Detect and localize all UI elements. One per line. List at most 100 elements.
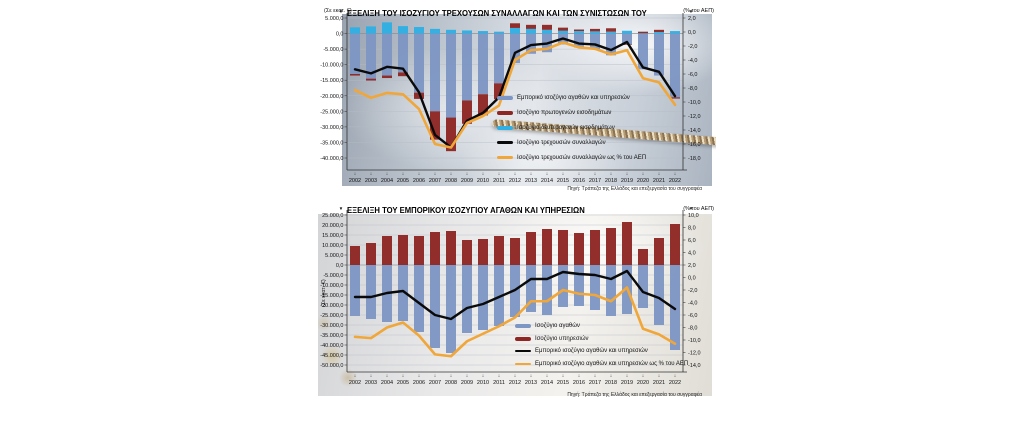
right-axis-tick-label: -14,0: [688, 363, 701, 369]
legend-label: Ισοζύγιο τρεχουσών συναλλαγών: [517, 139, 606, 146]
bar-segment: [622, 44, 632, 45]
year-label: 2013: [525, 178, 537, 184]
bar-segment: [590, 265, 600, 310]
year-tick-icon: ↓: [354, 373, 357, 379]
bar-segment: [494, 236, 504, 265]
bar-segment: [462, 240, 472, 265]
bar-segment: [574, 33, 584, 48]
line-series: [353, 41, 677, 149]
bar-segment: [366, 243, 376, 265]
bar-segment: [622, 30, 632, 34]
year-tick-icon: ↓: [626, 373, 629, 379]
bar-segment: [350, 27, 360, 34]
year-tick-icon: ↓: [434, 373, 437, 379]
line-series: [353, 286, 677, 358]
bar-segment: [398, 33, 408, 73]
bar-segment: [542, 24, 552, 30]
bar-segment: [494, 33, 504, 84]
year-label: 2013: [525, 380, 537, 386]
left-axis-tick-label: -45.000,0: [320, 353, 343, 359]
bar-segment: [430, 232, 440, 265]
left-axis-tick-label: -30.000,0: [320, 323, 343, 329]
year-tick-icon: ↓: [370, 373, 373, 379]
year-tick-icon: ↓: [482, 171, 485, 177]
bar-segment: [382, 75, 392, 79]
bar-segment: [398, 72, 408, 77]
legend-swatch-bar: [515, 324, 531, 329]
right-axis-tick-label: -6,0: [688, 313, 697, 319]
bar-segment: [462, 100, 472, 124]
legend-swatch-line: [497, 141, 513, 144]
year-tick-icon: ↓: [386, 373, 389, 379]
bar-segment: [414, 236, 424, 265]
year-tick-icon: ↓: [434, 171, 437, 177]
bar-segment: [446, 117, 456, 152]
bar-segment: [446, 29, 456, 34]
right-axis-tick-label: -2,0: [688, 44, 697, 50]
year-label: 2014: [541, 380, 553, 386]
bar-segment: [430, 33, 440, 112]
year-label: 2016: [573, 178, 585, 184]
right-axis-tick-label: 10,0: [688, 213, 699, 219]
bar-segment: [398, 26, 408, 34]
year-label: 2018: [605, 380, 617, 386]
legend-label: Ισοζύγιο αγαθών: [535, 323, 580, 330]
right-axis-unit: (% του ΑΕΠ): [683, 8, 714, 14]
source-note: Πηγή: Τράπεζα της Ελλάδος και επεξεργασί…: [567, 392, 702, 398]
bar-segment: [622, 222, 632, 265]
year-label: 2008: [445, 380, 457, 386]
bar-segment: [430, 265, 440, 348]
year-tick-icon: ↓: [498, 373, 501, 379]
right-axis-tick-label: -2,0: [688, 288, 697, 294]
year-label: 2021: [653, 178, 665, 184]
year-tick-icon: ↓: [578, 171, 581, 177]
bar-segment: [446, 231, 456, 265]
bar-segment: [606, 28, 616, 32]
bar-segment: [446, 33, 456, 118]
bar-segment: [606, 31, 616, 34]
line-series: [353, 37, 677, 149]
year-tick-icon: ↓: [514, 373, 517, 379]
left-axis-tick-label: -40.000,0: [320, 156, 343, 162]
legend-swatch-bar: [515, 336, 531, 341]
right-axis-tick-label: -12,0: [688, 351, 701, 357]
right-axis-tick-label: 2,0: [688, 16, 696, 22]
bar-segment: [414, 265, 424, 332]
year-tick-icon: ↓: [658, 171, 661, 177]
year-label: 2018: [605, 178, 617, 184]
left-axis-tick-label: -20.000,0: [320, 94, 343, 100]
bar-segment: [414, 27, 424, 34]
bar-segment: [670, 33, 680, 98]
left-axis-arrow-icon: ▼: [339, 206, 343, 211]
legend-swatch-line: [497, 156, 513, 159]
legend-swatch-bar: [497, 95, 513, 100]
plot-area: 25.000,0 20.000,0 15.000,0 10.000,0 5.000,0 0…: [320, 206, 701, 386]
left-axis-tick-label: 0,0: [336, 263, 344, 269]
legend-label: Εμπορικό ισοζύγιο αγαθών και υπηρεσιών: [535, 348, 648, 355]
year-label: 2011: [493, 380, 505, 386]
bar-segment: [670, 31, 680, 34]
year-tick-icon: ↓: [658, 373, 661, 379]
year-tick-icon: ↓: [482, 373, 485, 379]
bar-segment: [494, 83, 504, 100]
chart-legend: Εμπορικό ισοζύγιο αγαθών και υπηρεσιών Ισ…: [497, 90, 646, 165]
bar-segment: [414, 92, 424, 99]
bar-segment: [638, 265, 648, 308]
bar-segment: [574, 265, 584, 306]
left-axis-tick-label: -20.000,0: [320, 303, 343, 309]
bar-segment: [654, 32, 664, 34]
left-axis-tick-label: -10.000,0: [320, 63, 343, 69]
year-label: 2012: [509, 178, 521, 184]
year-label: 2010: [477, 380, 489, 386]
legend-row: Ισοζύγιο δευτερογενών εισοδημάτων: [497, 120, 646, 135]
bar-segment: [446, 265, 456, 353]
bar-segment: [590, 33, 600, 50]
bar-segment: [558, 265, 568, 307]
year-label: 2017: [589, 178, 601, 184]
year-tick-icon: ↓: [546, 171, 549, 177]
bar-segment: [558, 27, 568, 31]
year-label: 2005: [397, 178, 409, 184]
year-label: 2010: [477, 178, 489, 184]
legend-label: Εμπορικό ισοζύγιο αγαθών και υπηρεσιών ω…: [535, 360, 689, 367]
legend-row: Ισοζύγιο αγαθών: [515, 320, 688, 333]
